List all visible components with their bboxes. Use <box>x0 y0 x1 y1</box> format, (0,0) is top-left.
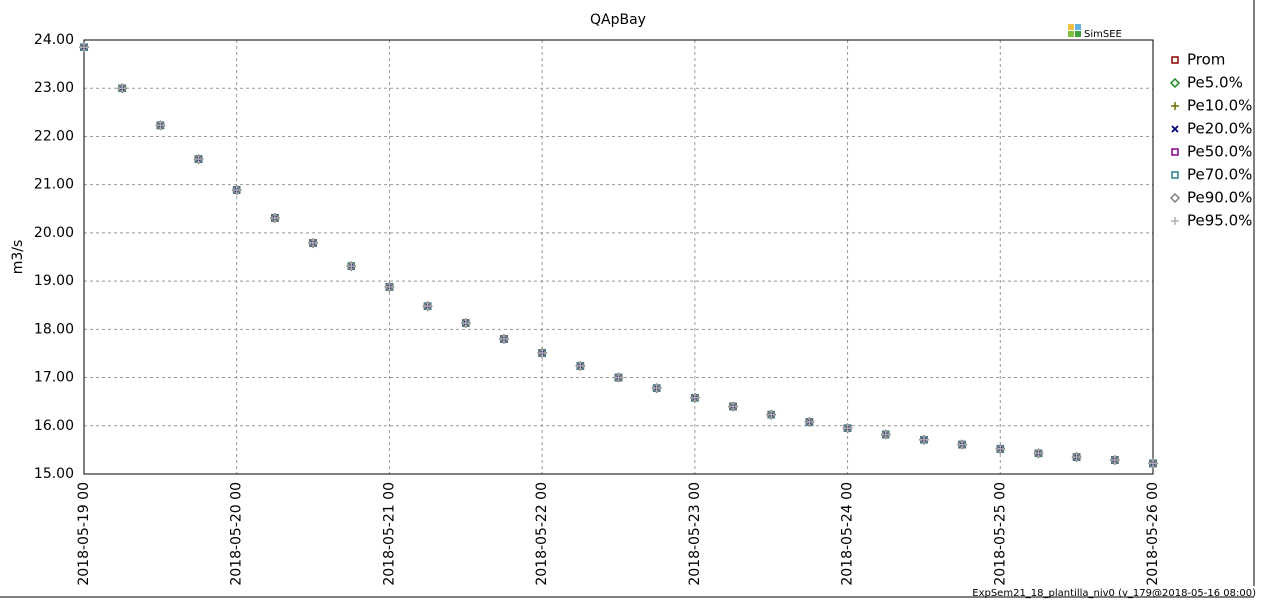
marker <box>384 281 395 292</box>
marker <box>996 444 1005 453</box>
marker <box>843 424 852 433</box>
y-tick-label: 20.00 <box>34 225 74 241</box>
marker <box>727 401 739 412</box>
x-tick-label: 2018-05-26 00 <box>1145 482 1161 586</box>
marker <box>958 440 967 449</box>
legend-label: Pe20.0% <box>1187 120 1252 138</box>
plot-frame <box>83 39 1154 475</box>
marker <box>422 301 433 312</box>
marker <box>1171 56 1179 64</box>
legend-label: Pe95.0% <box>1187 212 1252 230</box>
marker <box>1171 171 1179 179</box>
marker <box>919 435 928 444</box>
x-tick-label: 2018-05-21 00 <box>381 482 397 586</box>
marker <box>1110 456 1119 465</box>
marker <box>1149 459 1157 468</box>
marker <box>842 423 853 434</box>
marker <box>385 282 394 291</box>
marker <box>1171 102 1179 110</box>
x-tick-label: 2018-05-22 00 <box>534 482 550 586</box>
marker <box>538 348 547 357</box>
y-tick-label: 16.00 <box>34 418 74 434</box>
y-axis-label: m3/s <box>10 240 26 275</box>
marker <box>690 393 699 402</box>
y-tick-label: 22.00 <box>34 128 74 144</box>
marker <box>461 319 470 328</box>
marker <box>270 213 279 222</box>
x-tick-label: 2018-05-20 00 <box>229 482 245 586</box>
footer: ExpSem21_18_plantilla_niv0 (v_179@2018-0… <box>972 588 1256 599</box>
marker <box>1109 454 1120 466</box>
series <box>80 43 1157 468</box>
legend-item: Pe70.0% <box>1171 166 1252 184</box>
marker <box>880 429 891 440</box>
marker <box>729 402 738 411</box>
logo-square <box>1075 31 1081 37</box>
logo-text: SimSEE <box>1084 29 1122 40</box>
x-tick-label: 2018-05-23 00 <box>687 482 703 586</box>
legend-item: Pe5.0% <box>1169 74 1243 92</box>
marker <box>80 43 88 52</box>
marker <box>308 237 319 249</box>
marker <box>767 410 776 419</box>
marker <box>118 84 127 93</box>
y-tick-label: 18.00 <box>34 321 74 337</box>
legend-item: Pe90.0% <box>1169 189 1252 207</box>
marker <box>1169 192 1181 204</box>
legend-label: Pe50.0% <box>1187 143 1252 161</box>
legend-label: Prom <box>1187 51 1225 69</box>
marker <box>576 361 585 370</box>
marker <box>156 121 165 130</box>
legend-label: Pe70.0% <box>1187 166 1252 184</box>
marker <box>614 373 623 382</box>
y-tick-label: 21.00 <box>34 177 74 193</box>
x-tick-label: 2018-05-25 00 <box>992 482 1008 586</box>
logo-square <box>1068 31 1074 37</box>
marker <box>689 392 700 403</box>
marker <box>1171 217 1179 225</box>
chart-title: QApBay <box>590 12 646 28</box>
marker <box>652 384 661 393</box>
marker <box>881 430 890 439</box>
legend-item: Pe20.0% <box>1171 120 1252 138</box>
marker <box>193 154 204 165</box>
y-tick-label: 24.00 <box>34 32 74 48</box>
legend-label: Pe5.0% <box>1187 74 1243 92</box>
y-tick-label: 15.00 <box>34 466 74 482</box>
legend-item: Pe50.0% <box>1171 143 1252 161</box>
marker <box>423 302 432 311</box>
marker <box>1171 148 1179 156</box>
marker <box>805 417 814 426</box>
x-tick-label: 2018-05-24 00 <box>840 482 856 586</box>
legend-item: Pe95.0% <box>1171 212 1252 230</box>
marker <box>498 333 510 345</box>
marker <box>1072 453 1081 462</box>
marker <box>613 372 624 383</box>
marker <box>232 185 241 194</box>
y-tick-label: 19.00 <box>34 273 74 289</box>
x-tick-label: 2018-05-19 00 <box>76 482 92 586</box>
marker <box>309 239 318 248</box>
marker <box>1169 77 1181 89</box>
y-tick-label: 23.00 <box>34 80 74 96</box>
marker <box>499 334 508 343</box>
marker <box>194 155 203 164</box>
logo: SimSEE <box>1068 24 1122 40</box>
marker <box>766 409 777 420</box>
y-tick-label: 17.00 <box>34 370 74 386</box>
legend-item: Pe10.0% <box>1171 97 1252 115</box>
legend-label: Pe10.0% <box>1187 97 1252 115</box>
marker <box>1171 125 1179 133</box>
marker <box>1034 449 1043 458</box>
logo-square <box>1075 24 1081 30</box>
legend-item: Prom <box>1171 51 1225 69</box>
legend-label: Pe90.0% <box>1187 189 1252 207</box>
marker <box>347 262 356 271</box>
logo-square <box>1068 24 1074 30</box>
